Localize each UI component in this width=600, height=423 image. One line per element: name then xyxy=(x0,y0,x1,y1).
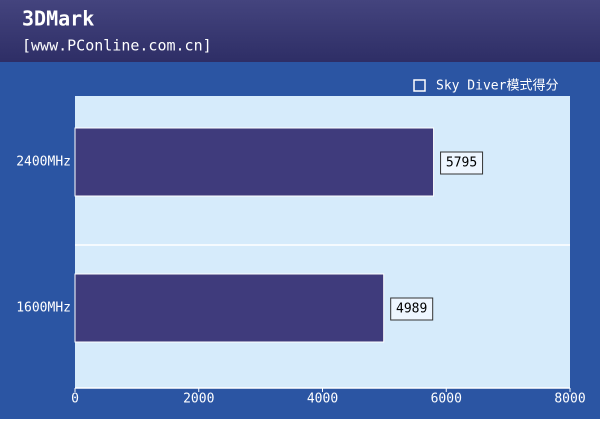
value-label: 4989 xyxy=(396,302,427,317)
x-tick-label: 8000 xyxy=(554,392,585,407)
x-tick-label: 2000 xyxy=(183,392,214,407)
value-label: 5795 xyxy=(446,156,477,171)
y-tick-label: 1600MHz xyxy=(16,301,71,316)
chart-title: 3DMark xyxy=(22,7,94,31)
bar xyxy=(74,127,435,197)
x-tick-label: 4000 xyxy=(307,392,338,407)
legend-swatch xyxy=(413,79,426,92)
y-tick-label: 2400MHz xyxy=(16,155,71,170)
x-tick-label: 6000 xyxy=(431,392,462,407)
header xyxy=(0,0,600,62)
chart-subtitle: [www.PConline.com.cn] xyxy=(22,37,212,55)
value-label-box xyxy=(440,151,484,175)
value-label-box xyxy=(390,297,434,321)
legend-label: Sky Diver模式得分 xyxy=(436,78,558,94)
bar xyxy=(74,273,385,343)
x-tick-label: 0 xyxy=(71,392,79,407)
